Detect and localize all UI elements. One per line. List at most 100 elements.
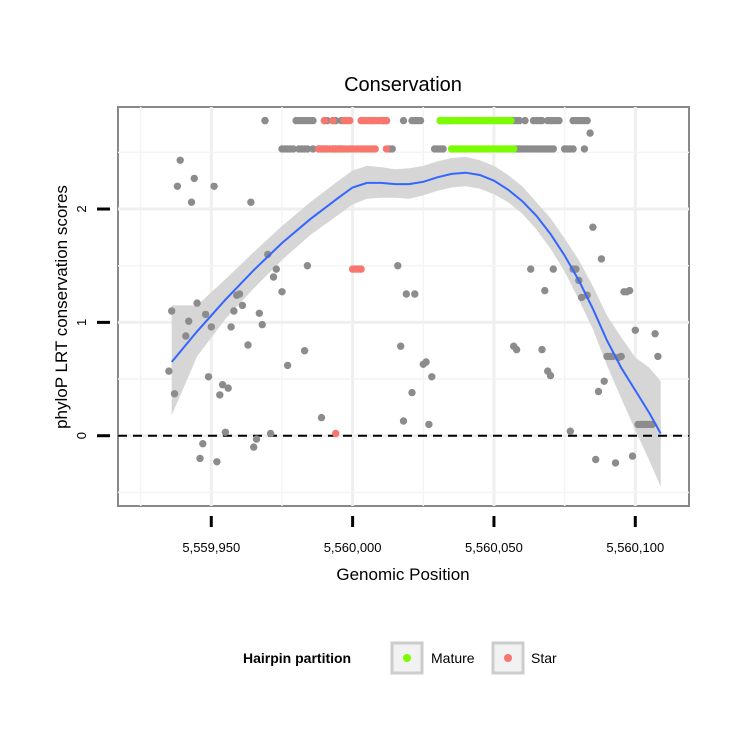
data-point-other — [577, 293, 586, 302]
data-point-other — [515, 116, 524, 125]
data-point-other — [266, 429, 275, 438]
data-point-other — [193, 299, 201, 307]
data-point-other — [411, 290, 419, 298]
x-tick-label: 5,560,000 — [324, 540, 382, 555]
data-point-other — [190, 174, 198, 183]
data-point-other — [227, 323, 235, 331]
data-point-other — [309, 145, 317, 153]
data-point-other — [176, 156, 184, 164]
data-point-other — [168, 307, 176, 315]
legend-title: Hairpin partition — [243, 650, 351, 666]
data-point-other — [199, 440, 207, 448]
loess-line — [170, 171, 662, 434]
data-point-other — [187, 198, 196, 206]
data-point-other — [399, 417, 408, 425]
legend: Hairpin partition Mature Star — [243, 641, 557, 675]
data-point-other — [521, 116, 529, 125]
data-point-other — [512, 345, 521, 354]
data-point-star — [320, 116, 329, 125]
data-point-other — [600, 377, 608, 385]
data-point-other — [235, 290, 244, 298]
axes: 5,559,950 5,560,000 5,560,050 5,560,100 0 1 2 — [74, 205, 664, 555]
y-tick-label: 0 — [74, 432, 89, 439]
data-point-other — [538, 345, 546, 354]
data-point-star — [371, 145, 379, 153]
data-point-other — [247, 198, 255, 206]
data-point-other — [592, 455, 600, 464]
data-point-other — [185, 317, 193, 325]
data-point-other — [238, 301, 247, 310]
data-point-other — [628, 452, 637, 460]
data-point-other — [388, 145, 396, 153]
data-point-other — [196, 454, 204, 463]
data-point-other — [317, 413, 326, 422]
data-point-other — [255, 309, 263, 317]
data-point-other — [303, 145, 312, 153]
y-tick-label: 1 — [74, 319, 89, 326]
chart-title: Conservation — [344, 74, 462, 96]
data-point-other — [244, 341, 252, 349]
data-point-other — [230, 307, 238, 315]
confidence-ribbon — [171, 156, 661, 487]
x-tick-label: 5,560,100 — [606, 540, 664, 555]
data-point-other — [541, 286, 549, 295]
y-tick-label: 2 — [74, 205, 89, 212]
y-axis-label: phyloP LRT conservation scores — [52, 185, 71, 429]
data-point-other — [586, 129, 594, 137]
data-point-other — [611, 459, 620, 467]
data-point-other — [428, 373, 436, 381]
data-point-other — [170, 390, 179, 398]
data-point-other — [207, 323, 215, 331]
data-point-other — [269, 273, 278, 281]
data-point-star — [382, 116, 391, 125]
data-point-other — [397, 342, 405, 350]
data-point-other — [258, 320, 266, 329]
data-point-other — [583, 116, 591, 125]
data-point-other — [218, 381, 227, 389]
data-point-other — [210, 182, 218, 190]
data-point-other — [204, 373, 213, 381]
data-point-other — [278, 288, 286, 296]
data-point-star — [332, 429, 340, 438]
legend-label-star: Star — [531, 650, 557, 666]
data-point-other — [555, 116, 563, 125]
data-point-other — [527, 265, 535, 273]
data-point-other — [416, 116, 425, 125]
data-point-other — [173, 182, 182, 190]
data-point-other — [617, 352, 625, 361]
x-axis-label: Genomic Position — [336, 565, 469, 584]
data-point-other — [402, 290, 410, 298]
data-point-other — [224, 384, 232, 392]
data-point-other — [651, 330, 659, 338]
data-point-other — [309, 116, 317, 125]
data-point-other — [216, 391, 224, 399]
data-point-other — [252, 435, 261, 443]
data-point-other — [394, 262, 402, 270]
data-point-other — [165, 367, 173, 375]
data-point-other — [300, 347, 309, 355]
data-point-other — [221, 428, 230, 436]
data-point-other — [303, 262, 312, 270]
data-point-other — [538, 116, 546, 125]
data-point-other — [399, 116, 408, 125]
data-point-other — [580, 145, 589, 153]
data-point-other — [408, 388, 416, 397]
data-point-other — [597, 255, 606, 263]
legend-label-mature: Mature — [431, 650, 475, 666]
data-point-star — [329, 116, 337, 125]
data-point-other — [546, 371, 555, 380]
data-point-other — [213, 458, 221, 466]
data-point-other — [439, 145, 447, 153]
data-point-other — [272, 265, 280, 273]
data-point-other — [549, 145, 557, 153]
data-point-mature — [507, 116, 515, 125]
data-point-other — [654, 352, 662, 361]
data-point-mature — [510, 145, 518, 153]
data-point-other — [625, 286, 634, 295]
data-point-other — [289, 145, 297, 153]
confidence-band — [171, 156, 661, 487]
data-point-other — [589, 223, 597, 231]
data-point-other — [261, 116, 269, 125]
data-point-other — [594, 387, 603, 396]
